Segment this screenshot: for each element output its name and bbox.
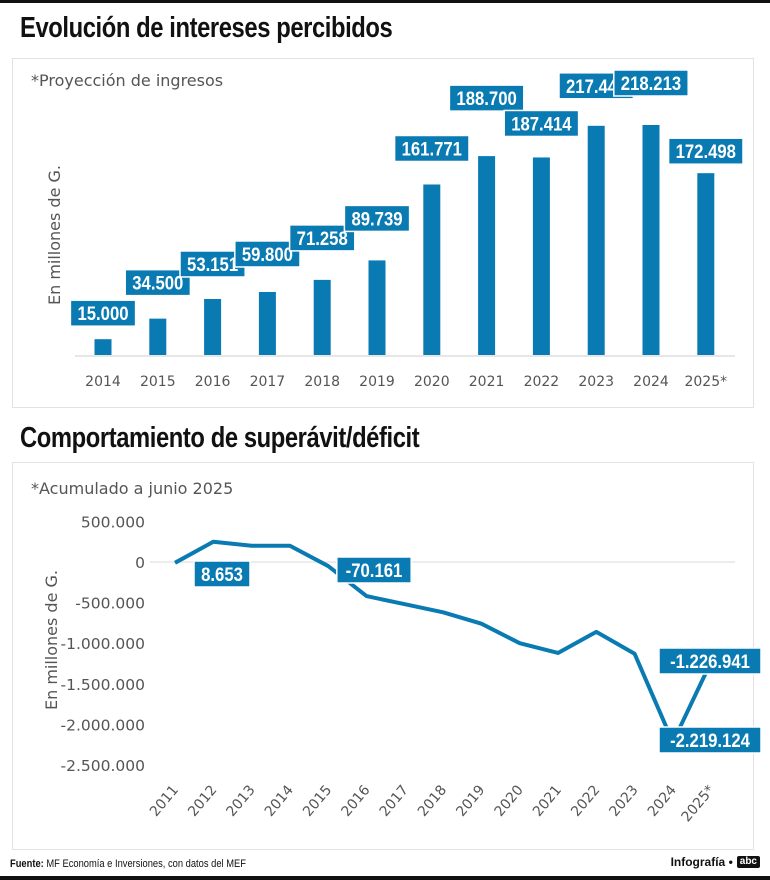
- data-label: 53.151: [187, 254, 238, 275]
- source-text: MF Economía e Inversiones, con datos del…: [46, 858, 246, 870]
- data-label: 187.414: [511, 113, 571, 134]
- x-tick-label: 2014: [85, 374, 121, 390]
- data-label: 188.700: [456, 88, 516, 109]
- x-tick-label: 2022: [524, 374, 560, 390]
- bottom-rule: [0, 876, 770, 880]
- chart1-ylabel: En millones de G.: [45, 165, 64, 305]
- top-rule: [0, 0, 770, 3]
- data-label: 172.498: [676, 141, 736, 162]
- data-label-box: [667, 137, 744, 165]
- bar-2025*: [697, 173, 715, 355]
- data-label: 71.258: [297, 228, 348, 249]
- x-tick-label: 2018: [304, 374, 340, 390]
- source-label: Fuente:: [10, 858, 44, 870]
- chart1-title: Evolución de intereses percibidos: [20, 12, 393, 44]
- data-label: 59.800: [242, 244, 293, 265]
- data-label: 217.442: [566, 76, 626, 97]
- x-tick-label: 2020: [414, 374, 450, 390]
- bar-2019: [368, 260, 386, 355]
- x-tick-label: 2015: [140, 374, 176, 390]
- bar-2015: [149, 318, 167, 355]
- x-tick-label: 2016: [195, 374, 231, 390]
- credit-text: Infografía •: [670, 855, 733, 869]
- data-label-box: [69, 299, 137, 327]
- bar-2020: [423, 184, 441, 355]
- bar-2017: [258, 291, 276, 355]
- data-label: 161.771: [402, 139, 462, 160]
- data-label-box: [613, 69, 689, 97]
- data-label-box: [343, 204, 411, 233]
- x-tick-label: 2019: [359, 374, 395, 390]
- x-tick-label: 2023: [578, 374, 614, 390]
- data-label-box: [503, 109, 580, 138]
- x-tick-label: 2021: [469, 374, 505, 390]
- credit: Infografía • abc: [671, 855, 760, 869]
- chart2-note: *Acumulado a junio 2025: [31, 479, 234, 498]
- data-label-box: [393, 134, 470, 163]
- x-tick-label: 2017: [250, 374, 286, 390]
- data-label: 34.500: [132, 273, 183, 294]
- data-label-box: [448, 84, 525, 112]
- x-tick-label: 2024: [633, 374, 669, 390]
- bar-2022: [532, 157, 550, 355]
- bar-2021: [478, 156, 496, 355]
- bar-2018: [313, 279, 331, 355]
- data-label: 218.213: [621, 73, 681, 94]
- bar-2014: [94, 339, 112, 355]
- data-label: 15.000: [77, 303, 128, 324]
- abc-logo: abc: [736, 856, 760, 868]
- source-note: Fuente: MF Economía e Inversiones, con d…: [10, 858, 246, 870]
- bar-2024: [642, 125, 660, 355]
- chart1-note: *Proyección de ingresos: [31, 71, 224, 90]
- bar-2016: [204, 298, 222, 355]
- x-tick-label: 2025*: [684, 374, 727, 390]
- bar-2023: [587, 125, 605, 355]
- chart2-title: Comportamiento de superávit/déficit: [20, 422, 420, 454]
- data-label: 89.739: [351, 208, 402, 229]
